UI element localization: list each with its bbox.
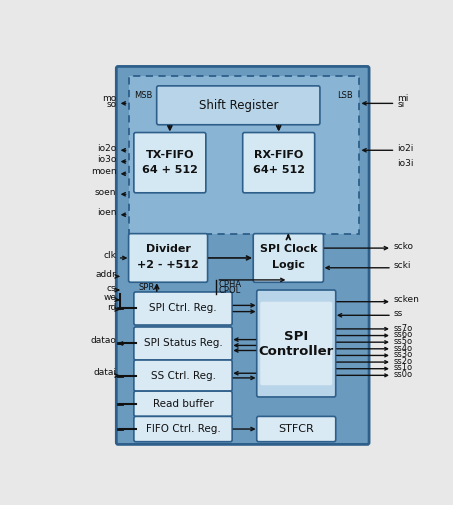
FancyBboxPatch shape <box>157 86 320 125</box>
Text: ss4o: ss4o <box>394 343 413 352</box>
Text: SS Ctrl. Reg.: SS Ctrl. Reg. <box>150 371 216 381</box>
FancyBboxPatch shape <box>134 327 232 360</box>
FancyBboxPatch shape <box>134 417 232 442</box>
Text: ss7o: ss7o <box>394 324 413 333</box>
Text: ss: ss <box>394 309 403 318</box>
Text: cs: cs <box>107 284 116 292</box>
FancyBboxPatch shape <box>134 292 232 325</box>
FancyBboxPatch shape <box>257 290 336 397</box>
Text: Shift Register: Shift Register <box>198 99 278 112</box>
Text: ss2o: ss2o <box>394 357 413 366</box>
Text: ss3o: ss3o <box>394 350 413 359</box>
Text: SPI Ctrl. Reg.: SPI Ctrl. Reg. <box>149 304 217 314</box>
Text: we: we <box>103 293 116 302</box>
Text: addr: addr <box>96 270 116 279</box>
Text: datai: datai <box>93 368 116 377</box>
Text: Read buffer: Read buffer <box>153 399 213 409</box>
FancyBboxPatch shape <box>134 360 232 391</box>
FancyBboxPatch shape <box>260 301 332 385</box>
Text: ss6o: ss6o <box>394 330 413 339</box>
Text: SPI: SPI <box>284 330 308 343</box>
Text: moen: moen <box>91 167 116 176</box>
FancyBboxPatch shape <box>257 417 336 442</box>
Text: mo: mo <box>102 94 116 103</box>
Text: clk: clk <box>103 251 116 261</box>
Text: si: si <box>397 99 405 109</box>
Text: ss1o: ss1o <box>394 364 413 372</box>
Text: so: so <box>106 99 116 109</box>
Text: rd: rd <box>107 303 116 312</box>
FancyBboxPatch shape <box>129 76 358 234</box>
Text: TX-FIFO: TX-FIFO <box>145 150 194 160</box>
Text: ss0o: ss0o <box>394 370 413 379</box>
Text: scki: scki <box>394 261 411 270</box>
Text: ss5o: ss5o <box>394 337 413 346</box>
FancyBboxPatch shape <box>129 234 207 282</box>
Text: CPOL: CPOL <box>218 285 241 294</box>
FancyBboxPatch shape <box>116 67 369 444</box>
Text: FIFO Ctrl. Reg.: FIFO Ctrl. Reg. <box>145 424 221 434</box>
Text: ioen: ioen <box>97 208 116 217</box>
Text: MSB: MSB <box>134 91 152 100</box>
Text: datao: datao <box>91 336 116 345</box>
Text: io2o: io2o <box>97 144 116 153</box>
Text: STFCR: STFCR <box>278 424 314 434</box>
Text: Divider: Divider <box>146 244 191 255</box>
Text: io3o: io3o <box>97 155 116 164</box>
Text: CPHA: CPHA <box>218 280 241 289</box>
Text: 64 + 512: 64 + 512 <box>142 166 198 175</box>
Text: SPR: SPR <box>139 283 155 291</box>
FancyBboxPatch shape <box>134 132 206 193</box>
Text: +2 - +512: +2 - +512 <box>137 260 199 270</box>
Text: 64+ 512: 64+ 512 <box>253 166 305 175</box>
Text: soen: soen <box>95 188 116 197</box>
Text: scko: scko <box>394 242 414 250</box>
Text: io2i: io2i <box>397 144 414 153</box>
Text: LSB: LSB <box>337 91 353 100</box>
Text: RX-FIFO: RX-FIFO <box>254 150 304 160</box>
Text: SPI Status Reg.: SPI Status Reg. <box>144 338 222 348</box>
Text: scken: scken <box>394 295 419 304</box>
Text: io3i: io3i <box>397 159 414 168</box>
FancyBboxPatch shape <box>134 391 232 417</box>
Text: SPI Clock: SPI Clock <box>260 244 317 255</box>
FancyBboxPatch shape <box>243 132 315 193</box>
Text: Logic: Logic <box>272 260 305 270</box>
Text: mi: mi <box>397 94 409 103</box>
FancyBboxPatch shape <box>253 234 323 282</box>
Text: Controller: Controller <box>259 345 334 358</box>
